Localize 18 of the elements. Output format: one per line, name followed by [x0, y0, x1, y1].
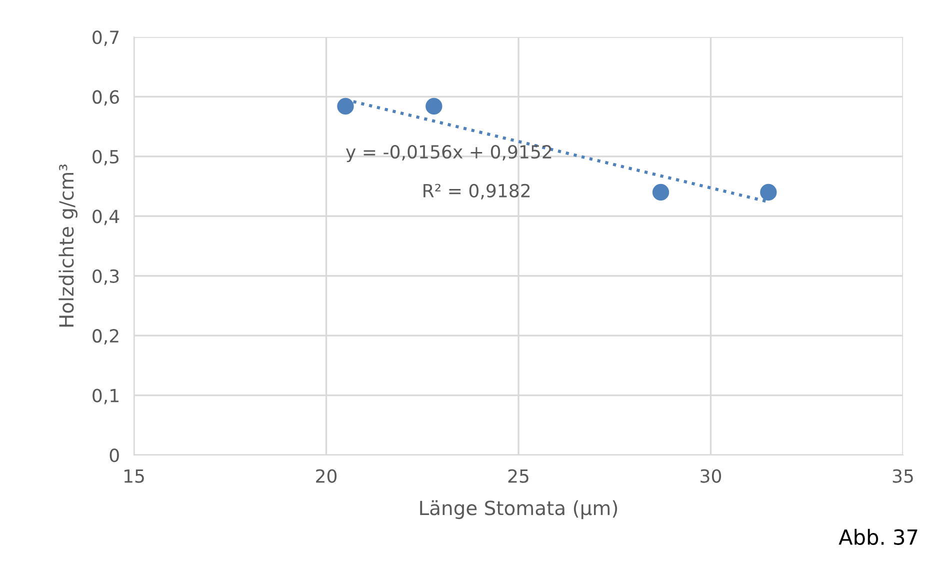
x-tick-label: 35	[892, 469, 913, 483]
x-tick-label: 30	[700, 469, 722, 483]
x-tick-label: 25	[508, 469, 528, 483]
y-tick-label: 0,2	[92, 329, 118, 345]
y-tick-label: 0,3	[92, 269, 119, 285]
x-tick-label: 15	[124, 469, 144, 483]
y-tick-label: 0,6	[92, 90, 119, 106]
annotation: R² = 0,9182	[424, 184, 530, 200]
y-tick-label: 0,1	[92, 388, 118, 404]
y-tick-label: 0,5	[92, 150, 119, 166]
y-tick-label: 0	[110, 448, 119, 462]
x-tick-label: 20	[316, 469, 337, 483]
y-axis-title: Holzdichte g/cm³	[58, 164, 78, 327]
y-tick-label: 0,7	[92, 30, 119, 46]
y-tick-label: 0,4	[92, 210, 120, 226]
caption: Abb. 37	[838, 528, 918, 545]
annotation: y = -0,0156x + 0,9152	[346, 145, 552, 162]
x-axis-title: Länge Stomata (µm)	[420, 500, 618, 520]
